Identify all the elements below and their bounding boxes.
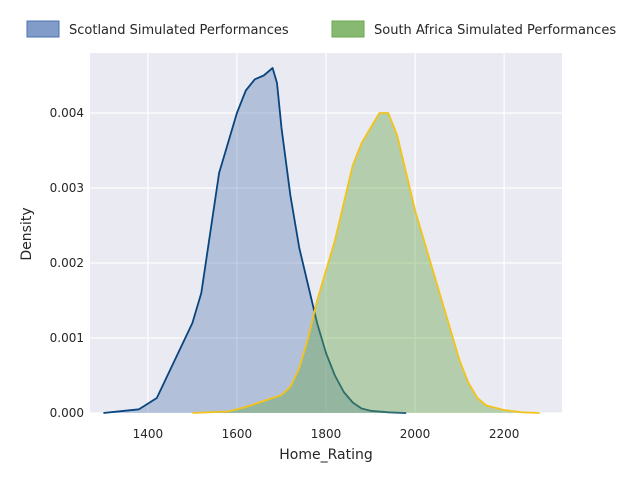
y-tick-label-1: 0.001 — [50, 331, 84, 345]
x-tick-label-2: 1800 — [311, 427, 342, 441]
x-tick-label-0: 1400 — [133, 427, 164, 441]
series-line-0 — [103, 67, 407, 414]
legend-swatch-scotland — [26, 20, 60, 38]
y-axis-ticks: 0.000 0.001 0.002 0.003 0.004 — [50, 106, 84, 420]
y-tick-label-0: 0.000 — [50, 406, 84, 420]
series-area-0 — [103, 68, 407, 413]
y-tick-label-2: 0.002 — [50, 256, 84, 270]
y-tick-label-3: 0.003 — [50, 181, 84, 195]
series-line-1 — [192, 112, 540, 414]
grid — [90, 53, 562, 414]
x-axis-ticks: 1400 1600 1800 2000 2200 — [133, 427, 520, 441]
x-axis-label: Home_Rating — [279, 447, 372, 463]
y-tick-label-4: 0.004 — [50, 106, 84, 120]
series-layer — [103, 67, 540, 414]
x-tick-label-3: 2000 — [400, 427, 431, 441]
legend-label-south-africa: South Africa Simulated Performances — [374, 23, 616, 38]
y-axis-label: Density — [19, 207, 35, 260]
x-tick-label-4: 2200 — [489, 427, 520, 441]
x-tick-label-1: 1600 — [222, 427, 253, 441]
legend-label-scotland: Scotland Simulated Performances — [69, 23, 289, 38]
legend: Scotland Simulated Performances South Af… — [26, 20, 616, 38]
legend-swatch-south-africa — [331, 20, 365, 38]
